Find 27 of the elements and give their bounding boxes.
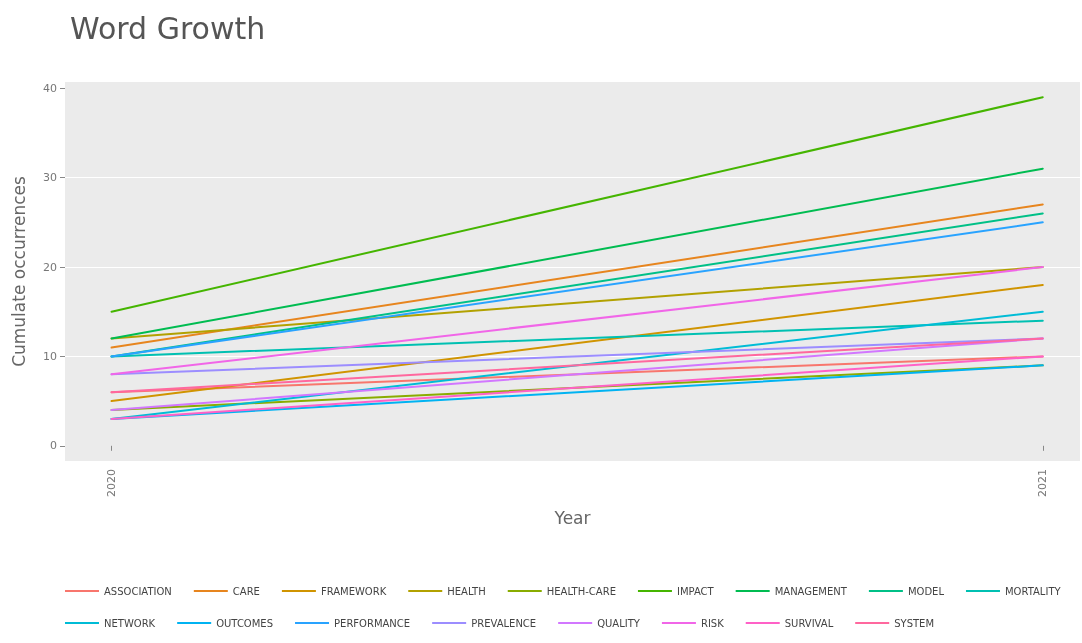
legend-label: PERFORMANCE [334,617,411,629]
y-tick-label: 20 [43,260,57,274]
legend-label: PREVALENCE [471,617,537,629]
legend-label: ASSOCIATION [104,585,172,597]
legend-label: MORTALITY [1004,585,1062,597]
x-tick-label: 2021 [1036,469,1050,497]
legend-label: NETWORK [104,617,156,629]
x-tick-label: 2020 [105,469,119,497]
legend-label: HEALTH [447,585,486,597]
legend-label: IMPACT [676,585,715,597]
y-tick-label: 40 [43,81,57,95]
legend-label: SYSTEM [894,617,935,629]
chart-title: Word Growth [70,10,266,46]
x-axis-title: Year [553,507,591,528]
y-axis-title: Cumulate occurrences [8,176,29,367]
legend-label: CARE [232,585,260,597]
legend-label: MANAGEMENT [774,585,848,597]
y-tick-label: 0 [50,439,57,453]
y-tick-label: 30 [43,171,57,185]
legend-label: OUTCOMES [216,617,274,629]
y-tick-label: 10 [43,349,57,363]
legend-label: HEALTH-CARE [546,585,616,597]
legend-label: SURVIVAL [784,617,834,629]
legend-label: QUALITY [597,617,641,629]
legend-label: FRAMEWORK [320,585,387,597]
legend-label: RISK [700,617,725,629]
legend-label: MODEL [907,585,945,597]
